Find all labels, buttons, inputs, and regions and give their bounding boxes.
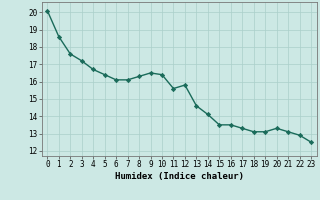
X-axis label: Humidex (Indice chaleur): Humidex (Indice chaleur) [115,172,244,181]
